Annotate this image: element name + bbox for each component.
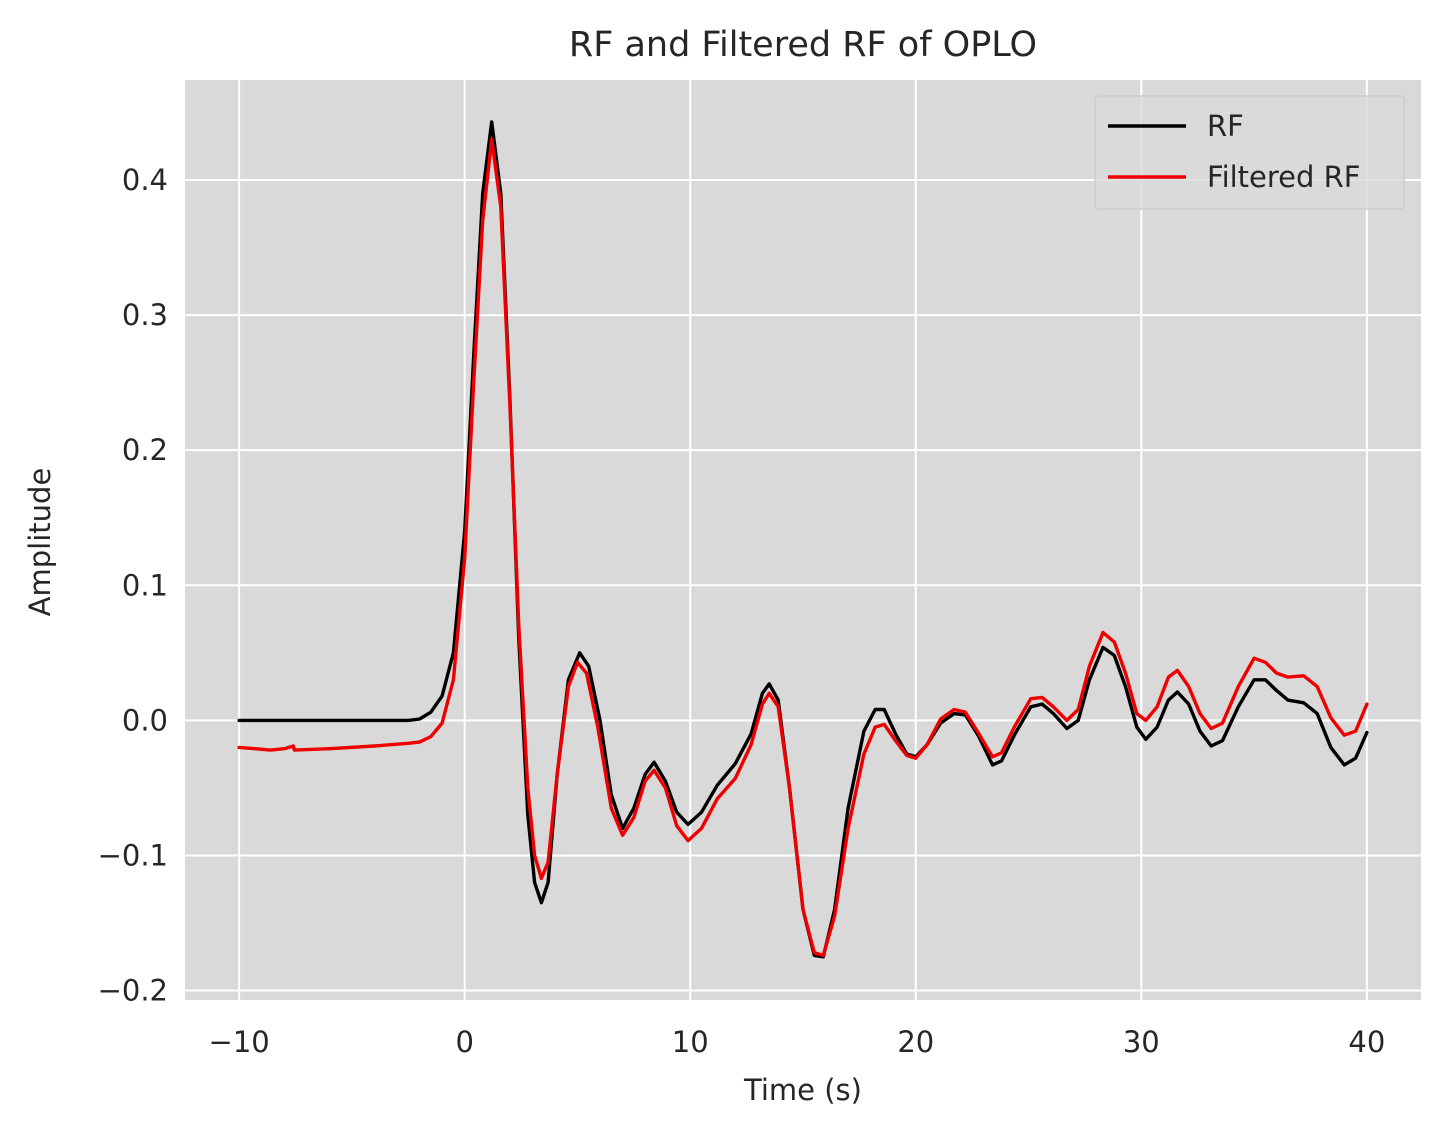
legend: RF Filtered RF	[1094, 95, 1405, 210]
x-tick-label: −10	[209, 1025, 270, 1059]
x-tick-label: 30	[1123, 1025, 1160, 1059]
x-axis-label: Time (s)	[743, 1073, 862, 1107]
x-tick-label: 0	[455, 1025, 473, 1059]
y-tick-label: −0.2	[98, 974, 168, 1008]
series-lines	[237, 120, 1369, 959]
y-tick-label: −0.1	[98, 838, 168, 872]
series-line-filtered-rf	[237, 137, 1369, 958]
legend-box	[1094, 95, 1405, 210]
plot-area	[185, 80, 1421, 1000]
x-tick-label: 10	[672, 1025, 709, 1059]
chart-title: RF and Filtered RF of OPLO	[569, 25, 1037, 65]
y-tick-label: 0.3	[122, 298, 168, 332]
legend-label-filtered-rf: Filtered RF	[1207, 160, 1360, 194]
y-tick-label: 0.4	[122, 163, 168, 197]
x-tick-label: 20	[897, 1025, 934, 1059]
y-axis-label: Amplitude	[23, 468, 57, 617]
y-tick-label: 0.1	[122, 568, 168, 602]
x-tick-label: 40	[1348, 1025, 1385, 1059]
y-tick-label: 0.2	[122, 433, 168, 467]
legend-label-rf: RF	[1207, 109, 1244, 143]
x-axis-ticks: −10 0 10 20 30 40	[209, 1025, 1386, 1059]
y-tick-label: 0.0	[122, 703, 168, 737]
y-axis-ticks: −0.2 −0.1 0.0 0.1 0.2 0.3 0.4	[98, 163, 168, 1008]
